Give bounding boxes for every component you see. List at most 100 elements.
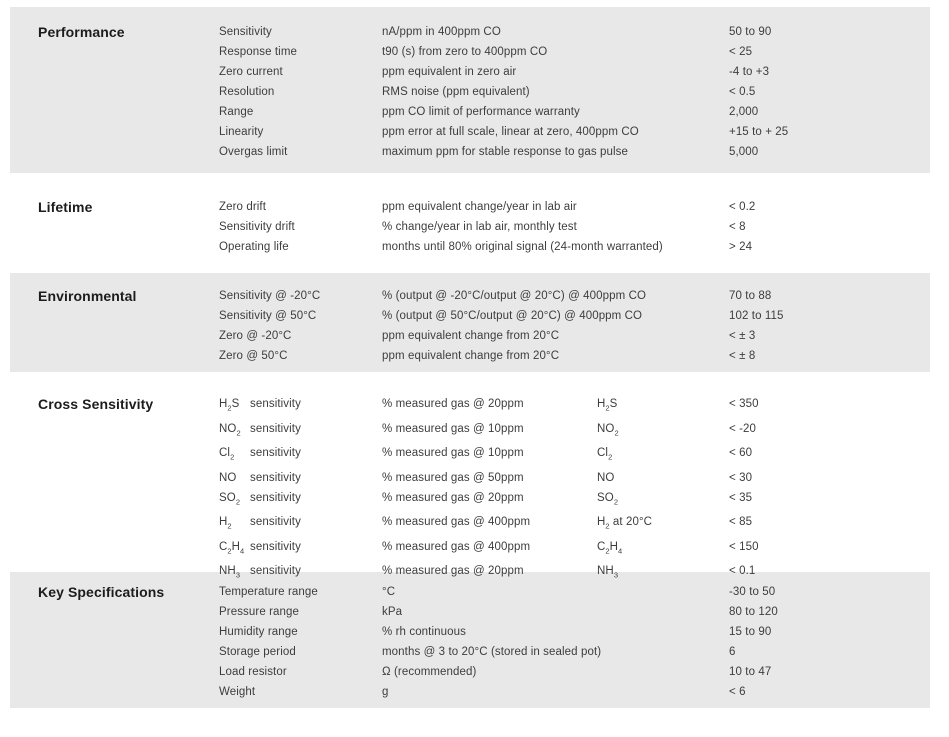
spec-value: < 35 xyxy=(729,491,753,504)
gas-formula: NO xyxy=(219,471,237,484)
spec-formula: H2 at 20°C xyxy=(597,516,653,531)
spec-formula: H2S xyxy=(597,398,618,413)
spec-row: Zero @ -20°C ppm equivalent change from 2… xyxy=(219,326,930,346)
spec-row: Zero drift ppm equivalent change/year in … xyxy=(219,197,930,217)
formula-subscript: 3 xyxy=(613,570,618,580)
spec-row: H2 sensitivity % measured gas @ 400ppm H2 a… xyxy=(219,512,930,537)
spec-label: Resolution xyxy=(219,86,275,98)
spec-row: Overgas limit maximum ppm for stable resp… xyxy=(219,142,930,162)
gas-formula: NH3 xyxy=(219,565,240,580)
spec-description: % rh continuous xyxy=(382,626,466,638)
spec-value: 80 to 120 xyxy=(729,606,778,618)
spec-value: < 350 xyxy=(729,398,759,410)
spec-row: Temperature range °C -30 to 50 xyxy=(219,582,930,602)
spec-description: ppm error at full scale, linear at zero,… xyxy=(382,126,639,138)
spec-row: Zero current ppm equivalent in zero air -4… xyxy=(219,62,930,82)
spec-formula xyxy=(597,82,729,102)
spec-value: 50 to 90 xyxy=(729,26,772,38)
spec-description: % measured gas @ 20ppm xyxy=(382,398,524,410)
spec-description: ppm CO limit of performance warranty xyxy=(382,106,580,118)
spec-description: % (output @ 50°C/output @ 20°C) @ 400ppm… xyxy=(382,310,643,322)
spec-formula: Cl2 xyxy=(597,447,613,462)
spec-formula: NO xyxy=(597,471,615,484)
spec-formula xyxy=(597,306,729,326)
spec-formula xyxy=(597,346,729,366)
spec-row: Sensitivity drift % change/year in lab ai… xyxy=(219,217,930,237)
spec-description: % change/year in lab air, monthly test xyxy=(382,221,577,233)
spec-value: 15 to 90 xyxy=(729,626,772,638)
spec-label: Zero current xyxy=(219,66,283,78)
spec-row: NH3 sensitivity % measured gas @ 20ppm NH3 <… xyxy=(219,561,930,586)
spec-row: C2H4 sensitivity% measured gas @ 400ppm C2… xyxy=(219,537,930,562)
spec-description: months until 80% original signal (24-mon… xyxy=(382,241,663,253)
spec-description: ppm equivalent change from 20°C xyxy=(382,350,560,362)
spec-label: Weight xyxy=(219,686,256,698)
spec-row: Linearity ppm error at full scale, linear… xyxy=(219,122,930,142)
spec-row: Storage period months @ 3 to 20°C (stored… xyxy=(219,642,930,662)
spec-description: Ω (recommended) xyxy=(382,666,477,678)
gas-formula: Cl2 xyxy=(219,447,235,462)
formula-subscript: 2 xyxy=(613,497,618,506)
formula-subscript: 2 xyxy=(608,452,613,462)
section-lifetime: Lifetime Zero drift ppm equivalent change/… xyxy=(10,173,930,273)
spec-row: Resolution RMS noise (ppm equivalent) < 0.… xyxy=(219,82,930,102)
spec-row: Cl2 sensitivity % measured gas @ 10ppm Cl2 <… xyxy=(219,443,930,468)
spec-label-text: sensitivity xyxy=(250,540,301,553)
spec-description: nA/ppm in 400ppm CO xyxy=(382,26,501,38)
section-rows: Zero drift ppm equivalent change/year in … xyxy=(219,197,930,273)
spec-value: 70 to 88 xyxy=(729,290,772,302)
spec-description: maximum ppm for stable response to gas p… xyxy=(382,146,629,158)
section-title: Key Specifications xyxy=(38,584,165,600)
spec-value: 2,000 xyxy=(729,106,759,118)
section-title: Cross Sensitivity xyxy=(38,396,154,412)
spec-formula xyxy=(597,237,729,257)
spec-label: NO sensitivity xyxy=(219,468,382,488)
spec-label-text: sensitivity xyxy=(250,422,301,435)
formula-subscript: 2 xyxy=(235,497,240,506)
spec-value: < 60 xyxy=(729,447,753,459)
spec-label-text: sensitivity xyxy=(250,471,301,484)
spec-table: Performance Sensitivity nA/ppm in 400ppm C… xyxy=(0,7,949,708)
spec-label: Humidity range xyxy=(219,626,298,638)
gas-formula: C2H4 xyxy=(219,540,245,556)
spec-value: -30 to 50 xyxy=(729,586,776,598)
spec-description: ppm equivalent change/year in lab air xyxy=(382,201,577,213)
spec-row: SO2 sensitivity % measured gas @ 20ppm SO2 <… xyxy=(219,488,930,513)
spec-formula xyxy=(597,286,729,306)
gas-formula: H2S xyxy=(219,398,240,413)
spec-label: H2 sensitivity xyxy=(219,512,382,537)
spec-label-text: sensitivity xyxy=(250,447,301,459)
spec-row: Sensitivity @ -20°C % (output @ -20°C/out… xyxy=(219,286,930,306)
gas-formula: H2 xyxy=(219,516,232,531)
section-rows: Temperature range °C -30 to 50 Pressure ran… xyxy=(219,582,930,708)
spec-description: % measured gas @ 10ppm xyxy=(382,422,524,435)
spec-value: 6 xyxy=(729,646,736,658)
spec-label-text: sensitivity xyxy=(250,398,301,410)
spec-row: H2S sensitivity % measured gas @ 20ppm H2S <… xyxy=(219,394,930,419)
formula-subscript: 2 xyxy=(227,546,232,555)
spec-value: > 24 xyxy=(729,241,753,253)
spec-formula xyxy=(597,682,729,702)
spec-label: Range xyxy=(219,106,254,118)
spec-label: Sensitivity xyxy=(219,26,272,38)
formula-subscript: 2 xyxy=(230,452,235,462)
formula-subscript: 2 xyxy=(236,428,241,437)
spec-formula: SO2 xyxy=(597,491,618,507)
formula-subscript: 2 xyxy=(605,546,610,555)
formula-subscript: 3 xyxy=(235,570,240,580)
spec-label: Storage period xyxy=(219,646,296,658)
spec-row: Operating life months until 80% original … xyxy=(219,237,930,257)
spec-formula xyxy=(597,326,729,346)
spec-row: Weight g < 6 xyxy=(219,682,930,702)
spec-label: Overgas limit xyxy=(219,146,288,158)
spec-label-text: sensitivity xyxy=(250,491,301,504)
section-rows: H2S sensitivity % measured gas @ 20ppm H2S <… xyxy=(219,394,930,580)
spec-label: Pressure range xyxy=(219,606,300,618)
spec-description: t90 (s) from zero to 400ppm CO xyxy=(382,46,548,58)
spec-label: Linearity xyxy=(219,126,264,138)
spec-description: kPa xyxy=(382,606,403,618)
spec-value: < 6 xyxy=(729,686,746,698)
spec-label: Response time xyxy=(219,46,298,58)
spec-formula xyxy=(597,197,729,217)
